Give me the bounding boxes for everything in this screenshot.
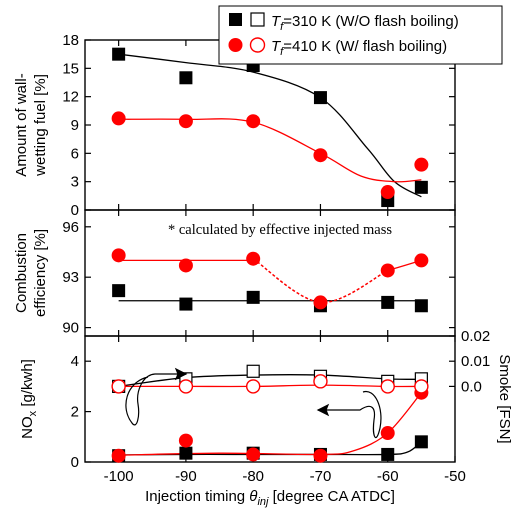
arrow-to-nox-axis (316, 390, 382, 439)
data-point-bottom (179, 446, 193, 460)
data-point-bottom (246, 364, 260, 378)
data-point-middle (112, 284, 126, 298)
y-axis-label-nox: NOx [g/kwh] (19, 359, 39, 439)
legend-entry-310k-text: =310 K (W/O flash boiling) (283, 13, 459, 30)
curve-top-410k (118, 118, 422, 183)
annotation-text: * calculated by effective injected mass (168, 222, 392, 238)
arrow-to-smoke-axis (125, 367, 188, 426)
curve-smoke-310k (118, 374, 422, 388)
y-tick-label: 0 (71, 202, 79, 219)
legend-tf-sub: f (280, 46, 284, 58)
x-axis-label: Injection timing θinj [degree CA ATDC] (145, 488, 395, 508)
data-point-bottom (414, 379, 429, 394)
data-point-middle (246, 290, 260, 304)
data-point-middle (178, 258, 193, 273)
legend-box (218, 5, 503, 65)
curve-smoke-410k (118, 384, 422, 388)
x-tick-label: -50 (444, 468, 466, 485)
data-point-top (246, 114, 261, 129)
x-tick-label: -90 (175, 468, 197, 485)
y-tick-label: 3 (71, 174, 79, 191)
legend-tf-label: T (271, 13, 282, 30)
y-tick-label: 9 (71, 117, 79, 134)
data-point-top (313, 148, 328, 163)
legend-tf-sub: f (280, 21, 284, 33)
y-axis-label-smoke: Smoke [FSN] (496, 354, 511, 443)
axis-ticks (85, 39, 456, 463)
data-point-top (112, 47, 126, 61)
data-point-bottom (380, 379, 395, 394)
y-axis-label-combustion-line1: Combustion (13, 233, 30, 313)
data-markers (111, 47, 429, 463)
data-point-bottom (380, 426, 395, 441)
legend-square-open-icon (250, 12, 265, 27)
y-tick-label: 12 (62, 89, 79, 106)
data-point-bottom (245, 379, 261, 394)
x-tick-label: -100 (104, 468, 134, 485)
data-point-bottom (381, 447, 395, 461)
y-tick-label: 4 (71, 353, 79, 370)
svg-text:Tf=410 K (W/ flash boiling): Tf=410 K (W/ flash boiling) (271, 38, 447, 58)
legend-tf-label: T (271, 38, 282, 55)
svg-text:Tf=310 K (W/O flash boiling): Tf=310 K (W/O flash boiling) (271, 13, 459, 33)
y-tick-label: 6 (71, 145, 79, 162)
data-point-bottom (313, 448, 328, 463)
data-point-top (313, 91, 327, 105)
data-point-bottom (111, 448, 126, 463)
data-point-top (380, 185, 395, 200)
x-tick-label: -70 (310, 468, 332, 485)
legend-entry-410k-text: =410 K (W/ flash boiling) (283, 38, 447, 55)
legend-entry-410k: Tf=410 K (W/ flash boiling) (228, 37, 447, 58)
y-tick-label-right: 0.0 (461, 378, 482, 395)
data-point-bottom (246, 447, 261, 462)
data-point-middle (381, 295, 395, 309)
y-tick-label: 18 (62, 32, 79, 49)
y-tick-label: 90 (62, 320, 79, 337)
y-axis-label-wall-wetting-line1: Amount of wall- (13, 73, 30, 176)
panel-bottom-frame (84, 335, 456, 463)
y-axis-label-wall-wetting-line2: wetting fuel [%] (32, 74, 49, 177)
y-tick-label: 15 (62, 60, 79, 77)
y-tick-label-right: 0.02 (461, 328, 490, 345)
data-point-bottom (313, 374, 328, 389)
data-point-middle (179, 297, 193, 311)
legend-entry-310k: Tf=310 K (W/O flash boiling) (229, 12, 459, 33)
x-tick-label: -60 (377, 468, 399, 485)
y-tick-label: 0 (71, 454, 79, 471)
data-point-middle (246, 251, 261, 266)
legend-circle-open-icon (249, 37, 266, 53)
data-point-bottom (111, 379, 126, 394)
y-tick-label-right: 0.01 (461, 353, 490, 370)
tick-labels: -100 -90 -80 -70 -60 -5003691215189093960240.… (62, 32, 490, 485)
y-tick-label: 93 (62, 269, 79, 286)
data-point-middle (313, 295, 328, 310)
data-point-bottom (178, 379, 194, 394)
data-point-bottom (178, 433, 193, 448)
curve-nox-410k (118, 392, 422, 456)
y-tick-label: 2 (71, 404, 79, 421)
data-point-middle (414, 299, 428, 313)
data-point-middle (414, 253, 429, 268)
legend: Tf=310 K (W/O flash boiling) Tf=410 K (W… (218, 5, 503, 65)
data-point-top (414, 180, 428, 194)
data-point-top (179, 71, 193, 85)
x-tick-label: -80 (242, 468, 264, 485)
legend-square-filled-icon (229, 13, 242, 26)
y-axis-label-combustion-line2: efficiency [%] (32, 229, 49, 317)
data-point-bottom (414, 435, 428, 449)
data-point-top (111, 111, 126, 126)
fit-curves (118, 53, 422, 456)
data-point-middle (111, 248, 126, 263)
curve-nox-310k (118, 441, 422, 456)
curve-top-310k (118, 53, 422, 198)
y-tick-label: 96 (62, 219, 79, 236)
legend-circle-filled-icon (228, 38, 243, 52)
data-point-middle (380, 263, 395, 278)
data-point-top (178, 114, 193, 129)
panel-top-frame (84, 39, 456, 211)
data-point-top (414, 157, 429, 172)
